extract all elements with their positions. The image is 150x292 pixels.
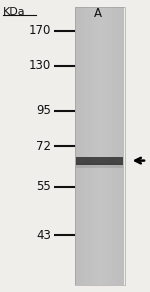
Bar	[80, 7, 81, 285]
Bar	[94, 7, 95, 285]
Bar	[122, 7, 123, 285]
Bar	[102, 7, 103, 285]
Bar	[83, 7, 84, 285]
Bar	[89, 7, 90, 285]
Bar	[97, 7, 98, 285]
Bar	[110, 7, 111, 285]
Bar	[118, 7, 119, 285]
Bar	[104, 7, 105, 285]
Bar	[75, 7, 124, 285]
Bar	[90, 7, 91, 285]
Bar	[77, 7, 78, 285]
Bar	[109, 7, 110, 285]
Bar	[79, 7, 80, 285]
Bar	[120, 7, 121, 285]
Bar	[82, 7, 83, 285]
Bar	[117, 7, 118, 285]
Bar	[75, 7, 76, 285]
Bar	[91, 7, 92, 285]
Bar	[81, 7, 82, 285]
Bar	[106, 7, 107, 285]
Bar	[121, 7, 122, 285]
Bar	[114, 7, 115, 285]
Bar	[88, 7, 89, 285]
Bar	[116, 7, 117, 285]
Bar	[95, 7, 96, 285]
Bar	[76, 157, 123, 165]
Bar	[111, 7, 112, 285]
Text: KDa: KDa	[3, 7, 26, 17]
Bar	[78, 7, 79, 285]
Text: A: A	[94, 7, 102, 20]
Bar	[103, 7, 104, 285]
Bar	[76, 7, 77, 285]
Bar	[86, 7, 87, 285]
Bar	[99, 7, 100, 285]
Bar	[93, 7, 94, 285]
Text: 170: 170	[29, 24, 51, 37]
Bar	[96, 7, 97, 285]
Text: 130: 130	[29, 59, 51, 72]
Text: 43: 43	[36, 229, 51, 241]
Bar	[108, 7, 109, 285]
Bar	[84, 7, 85, 285]
Bar	[113, 7, 114, 285]
Bar	[107, 7, 108, 285]
Bar	[92, 7, 93, 285]
Bar	[123, 7, 124, 285]
Text: 72: 72	[36, 140, 51, 152]
Text: 55: 55	[36, 180, 51, 193]
Bar	[119, 7, 120, 285]
Bar	[115, 7, 116, 285]
Bar	[85, 7, 86, 285]
Bar	[87, 7, 88, 285]
Text: 95: 95	[36, 105, 51, 117]
Bar	[82, 7, 83, 285]
Bar	[76, 163, 123, 168]
Bar	[98, 7, 99, 285]
Bar	[112, 7, 113, 285]
Bar	[101, 7, 102, 285]
